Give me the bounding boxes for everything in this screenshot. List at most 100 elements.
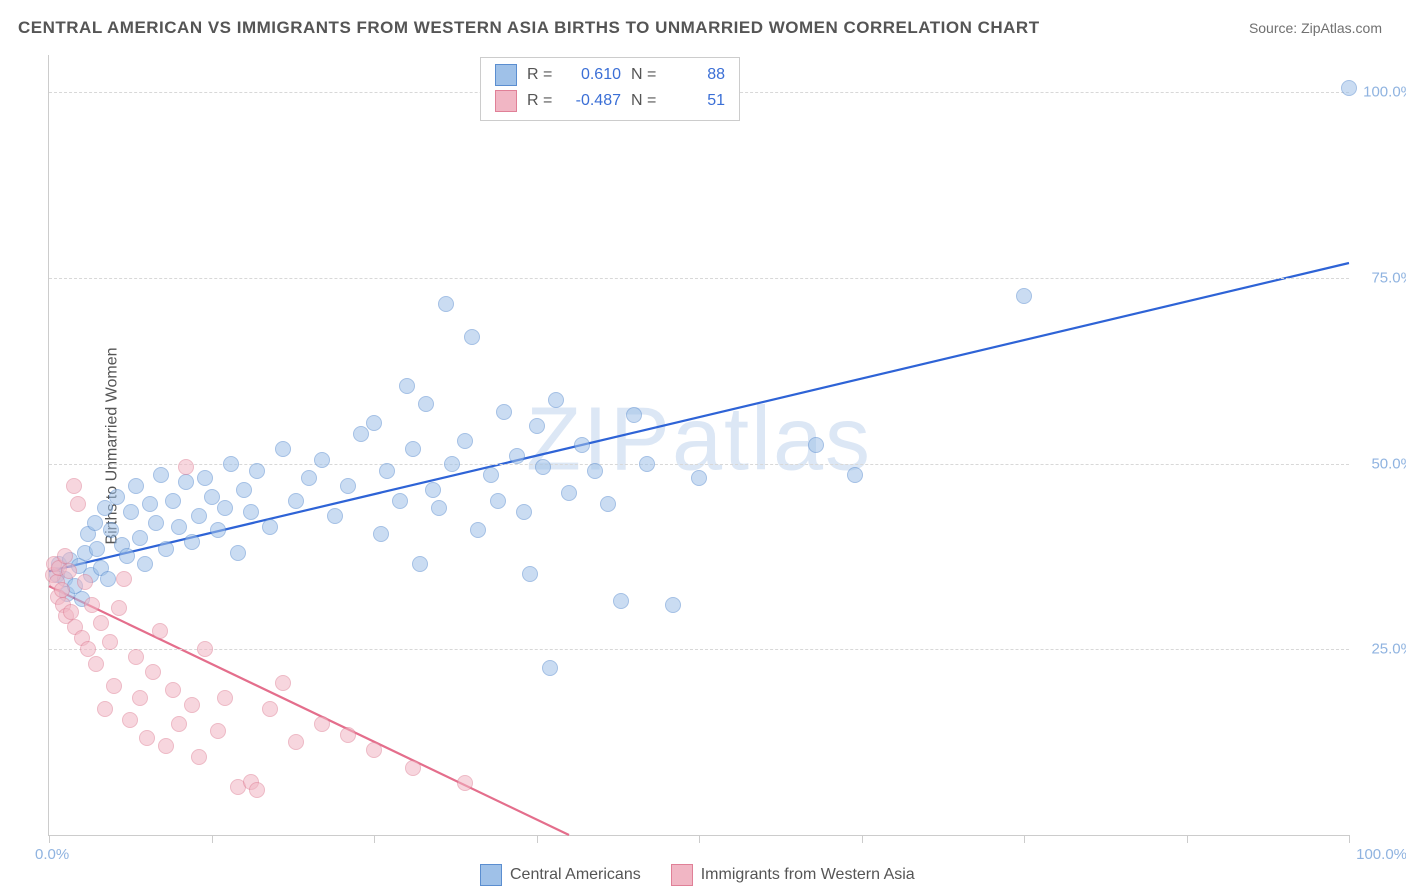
data-point — [57, 548, 73, 564]
data-point — [470, 522, 486, 538]
r-label: R = — [527, 66, 555, 84]
data-point — [353, 426, 369, 442]
data-point — [119, 548, 135, 564]
data-point — [54, 582, 70, 598]
r-label: R = — [527, 92, 555, 110]
swatch-icon — [495, 90, 517, 112]
data-point — [63, 604, 79, 620]
data-point — [102, 634, 118, 650]
data-point — [139, 730, 155, 746]
data-point — [97, 701, 113, 717]
data-point — [613, 593, 629, 609]
n-value: 88 — [669, 66, 725, 84]
data-point — [61, 563, 77, 579]
data-point — [847, 467, 863, 483]
data-point — [249, 782, 265, 798]
data-point — [665, 597, 681, 613]
stats-row: R = -0.487 N = 51 — [495, 88, 725, 114]
data-point — [483, 467, 499, 483]
data-point — [600, 496, 616, 512]
plot-area: ZIPatlas 25.0%50.0%75.0%100.0%0.0%100.0% — [48, 55, 1349, 836]
data-point — [158, 541, 174, 557]
x-tick-label: 100.0% — [1356, 846, 1406, 863]
data-point — [184, 534, 200, 550]
data-point — [132, 530, 148, 546]
legend-item: Immigrants from Western Asia — [671, 864, 915, 886]
x-tick — [212, 835, 213, 843]
data-point — [529, 418, 545, 434]
data-point — [184, 697, 200, 713]
n-value: 51 — [669, 92, 725, 110]
data-point — [561, 485, 577, 501]
data-point — [275, 441, 291, 457]
data-point — [392, 493, 408, 509]
data-point — [516, 504, 532, 520]
data-point — [535, 459, 551, 475]
data-point — [808, 437, 824, 453]
data-point — [128, 649, 144, 665]
swatch-icon — [480, 864, 502, 886]
gridline — [49, 464, 1349, 465]
data-point — [116, 571, 132, 587]
swatch-icon — [495, 64, 517, 86]
x-tick — [1024, 835, 1025, 843]
data-point — [236, 482, 252, 498]
data-point — [490, 493, 506, 509]
source-label: Source: ZipAtlas.com — [1249, 20, 1382, 36]
data-point — [314, 716, 330, 732]
data-point — [80, 641, 96, 657]
data-point — [178, 474, 194, 490]
data-point — [301, 470, 317, 486]
data-point — [84, 597, 100, 613]
data-point — [399, 378, 415, 394]
data-point — [464, 329, 480, 345]
data-point — [249, 463, 265, 479]
data-point — [1341, 80, 1357, 96]
stats-legend-box: R = 0.610 N = 88 R = -0.487 N = 51 — [480, 57, 740, 121]
n-label: N = — [631, 92, 659, 110]
data-point — [457, 775, 473, 791]
data-point — [210, 723, 226, 739]
data-point — [148, 515, 164, 531]
data-point — [111, 600, 127, 616]
data-point — [137, 556, 153, 572]
x-tick — [699, 835, 700, 843]
data-point — [405, 760, 421, 776]
data-point — [128, 478, 144, 494]
data-point — [132, 690, 148, 706]
data-point — [66, 478, 82, 494]
data-point — [178, 459, 194, 475]
data-point — [639, 456, 655, 472]
data-point — [366, 742, 382, 758]
data-point — [405, 441, 421, 457]
data-point — [626, 407, 642, 423]
data-point — [197, 470, 213, 486]
data-point — [496, 404, 512, 420]
data-point — [171, 716, 187, 732]
data-point — [444, 456, 460, 472]
x-tick — [374, 835, 375, 843]
data-point — [191, 749, 207, 765]
data-point — [691, 470, 707, 486]
gridline — [49, 278, 1349, 279]
gridline — [49, 649, 1349, 650]
data-point — [145, 664, 161, 680]
data-point — [288, 734, 304, 750]
data-point — [87, 515, 103, 531]
swatch-icon — [671, 864, 693, 886]
stats-row: R = 0.610 N = 88 — [495, 62, 725, 88]
chart-title: CENTRAL AMERICAN VS IMMIGRANTS FROM WEST… — [18, 18, 1040, 38]
x-tick — [1187, 835, 1188, 843]
r-value: -0.487 — [565, 92, 621, 110]
trend-line — [49, 586, 569, 835]
data-point — [89, 541, 105, 557]
data-point — [243, 504, 259, 520]
data-point — [418, 396, 434, 412]
data-point — [171, 519, 187, 535]
data-point — [153, 467, 169, 483]
trend-line — [49, 263, 1349, 571]
data-point — [223, 456, 239, 472]
x-tick — [49, 835, 50, 843]
legend-item: Central Americans — [480, 864, 641, 886]
data-point — [197, 641, 213, 657]
